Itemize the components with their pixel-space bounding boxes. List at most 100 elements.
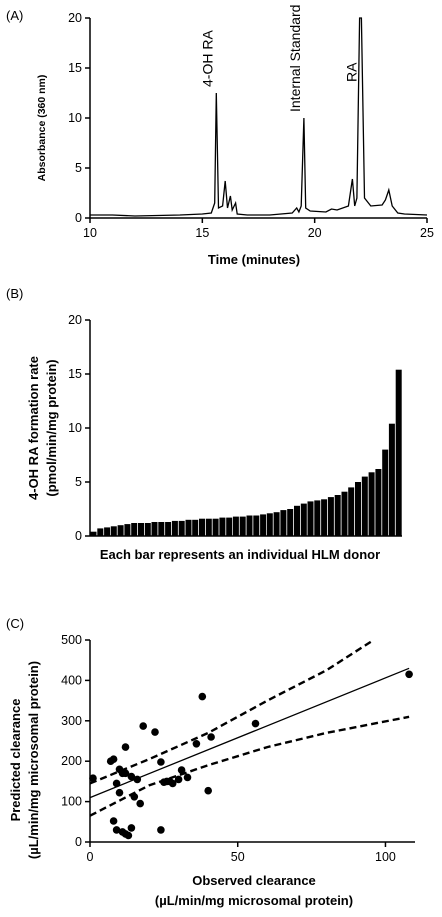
panel-b-y-tick-label: 10 xyxy=(68,421,82,435)
bar xyxy=(239,516,246,536)
bar xyxy=(361,476,368,536)
bar xyxy=(151,522,158,536)
bar xyxy=(355,482,361,536)
data-point xyxy=(112,826,121,834)
data-point xyxy=(124,831,133,840)
bar xyxy=(260,514,267,536)
panel-c-x-tick-label: 0 xyxy=(87,850,94,864)
panel-a-x-tick-label: 15 xyxy=(195,226,209,240)
panel-a-x-tick-label: 20 xyxy=(308,226,322,240)
bar xyxy=(205,518,212,536)
confidence-band-lower xyxy=(89,715,410,817)
bar xyxy=(158,522,165,536)
bar xyxy=(144,523,151,536)
bar xyxy=(97,528,104,536)
bar xyxy=(334,495,341,536)
data-point xyxy=(204,786,212,795)
panel-c-y-tick-label: 300 xyxy=(61,714,82,728)
panel-c-x-tick-label: 50 xyxy=(231,850,245,864)
bar xyxy=(192,519,199,536)
regression-line xyxy=(89,667,410,799)
bar xyxy=(388,423,395,536)
peak-annotation: Internal Standard xyxy=(287,5,303,112)
bar xyxy=(199,518,205,536)
bar xyxy=(212,518,219,536)
bar xyxy=(294,505,300,536)
bar xyxy=(375,469,382,536)
bar xyxy=(348,487,355,536)
panel-b-y-tick-label: 15 xyxy=(68,367,82,381)
bar xyxy=(124,524,131,536)
panel-a-y-axis-title: Absorbance (360 nm) xyxy=(36,75,48,182)
panel-a-y-tick-label: 0 xyxy=(75,211,82,225)
panel-b-ylabel2: (pmol/min/mg protein) xyxy=(44,359,59,496)
panel-a-y-tick-label: 10 xyxy=(68,111,82,125)
data-point xyxy=(168,779,177,788)
panel-a-xlabel: Time (minutes) xyxy=(208,252,300,267)
data-point xyxy=(139,722,147,730)
data-point xyxy=(151,728,159,736)
bar xyxy=(382,449,389,536)
data-point xyxy=(115,788,124,797)
panel-a-ylabel: Absorbance (360 nm) xyxy=(36,75,48,182)
data-point xyxy=(127,824,136,832)
panel-c-y-tick-label: 100 xyxy=(61,795,82,809)
bar xyxy=(90,531,97,536)
panel-c-ylabel: Predicted clearance xyxy=(8,699,23,822)
data-point xyxy=(112,779,121,788)
panel-b-y-tick-label: 5 xyxy=(75,475,82,489)
panel-b-label: (B) xyxy=(6,286,23,301)
bar xyxy=(138,523,144,536)
bar xyxy=(321,499,328,536)
panel-c-y-tick-label: 500 xyxy=(61,633,82,647)
data-point xyxy=(136,799,144,808)
data-point xyxy=(207,733,215,741)
data-point xyxy=(127,772,136,781)
bar xyxy=(246,515,253,536)
data-point xyxy=(157,758,165,766)
bar xyxy=(165,522,172,536)
data-point xyxy=(121,743,130,751)
bar xyxy=(104,527,111,536)
bar xyxy=(327,497,334,536)
bar xyxy=(131,523,138,536)
bar xyxy=(300,503,307,536)
panel-a-label: (A) xyxy=(6,8,23,23)
bar xyxy=(341,491,348,536)
panel-a-y-tick-label: 15 xyxy=(68,61,82,75)
panel-c-y-tick-label: 200 xyxy=(61,754,82,768)
confidence-band-upper xyxy=(89,638,375,785)
bar xyxy=(273,512,280,536)
panel-a-x-tick-label: 25 xyxy=(420,226,434,240)
panel-b-xlabel: Each bar represents an individual HLM do… xyxy=(100,547,380,562)
bar xyxy=(280,510,287,536)
peak-annotation: RA xyxy=(343,62,359,82)
data-point xyxy=(109,755,118,763)
data-point xyxy=(251,719,260,728)
bar xyxy=(232,516,239,536)
panel-c-xlabel: Observed clearance xyxy=(192,873,316,888)
data-point xyxy=(174,775,183,784)
panel-c-xlabel2: (µL/min/mg microsomal protein) xyxy=(155,893,353,908)
data-point xyxy=(192,740,201,748)
data-point xyxy=(183,773,192,782)
bar xyxy=(185,519,192,536)
panel-a-x-tick-label: 10 xyxy=(83,226,97,240)
data-point xyxy=(133,775,142,784)
bar xyxy=(395,369,402,536)
bar xyxy=(171,520,178,536)
data-point xyxy=(109,817,118,825)
bar xyxy=(368,472,375,536)
bar xyxy=(314,500,321,536)
panel-c-label: (C) xyxy=(6,616,24,631)
data-point xyxy=(405,670,413,679)
panel-c-ylabel2: (µL/min/mg microsomal protein) xyxy=(26,661,41,859)
panel-a: (A) Absorbance (360 nm) Time (minutes) 1… xyxy=(6,5,434,267)
bar xyxy=(266,513,273,536)
panel-b-y-tick-label: 0 xyxy=(75,529,82,543)
bar xyxy=(117,525,124,536)
data-point xyxy=(160,778,168,786)
bar xyxy=(307,501,314,536)
panel-c-x-tick-label: 100 xyxy=(375,850,396,864)
